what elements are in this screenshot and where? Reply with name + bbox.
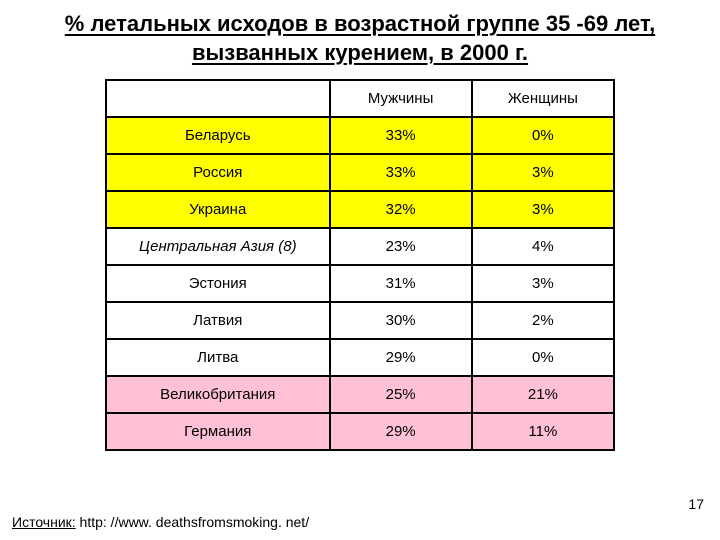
table-header-row: Мужчины Женщины — [106, 80, 614, 117]
col-blank — [106, 80, 330, 117]
row-women: 2% — [472, 302, 614, 339]
row-men: 30% — [330, 302, 472, 339]
row-men: 29% — [330, 413, 472, 450]
table-row: Россия33%3% — [106, 154, 614, 191]
row-men: 25% — [330, 376, 472, 413]
row-label: Латвия — [106, 302, 330, 339]
table-body: Беларусь33%0%Россия33%3%Украина32%3%Цент… — [106, 117, 614, 450]
row-label: Эстония — [106, 265, 330, 302]
row-women: 4% — [472, 228, 614, 265]
row-men: 31% — [330, 265, 472, 302]
page-number: 17 — [688, 496, 704, 512]
row-women: 3% — [472, 265, 614, 302]
row-men: 33% — [330, 117, 472, 154]
source-line: Источник: http: //www. deathsfromsmoking… — [12, 514, 309, 530]
row-women: 3% — [472, 154, 614, 191]
row-women: 3% — [472, 191, 614, 228]
table-row: Латвия30%2% — [106, 302, 614, 339]
source-text: http: //www. deathsfromsmoking. net/ — [80, 514, 310, 530]
col-men: Мужчины — [330, 80, 472, 117]
row-men: 23% — [330, 228, 472, 265]
row-label: Литва — [106, 339, 330, 376]
row-label: Украина — [106, 191, 330, 228]
row-label: Великобритания — [106, 376, 330, 413]
row-label: Беларусь — [106, 117, 330, 154]
row-men: 29% — [330, 339, 472, 376]
row-label: Россия — [106, 154, 330, 191]
table-row: Украина32%3% — [106, 191, 614, 228]
row-women: 21% — [472, 376, 614, 413]
table-row: Германия29%11% — [106, 413, 614, 450]
row-men: 32% — [330, 191, 472, 228]
row-label: Германия — [106, 413, 330, 450]
mortality-table: Мужчины Женщины Беларусь33%0%Россия33%3%… — [105, 79, 615, 451]
slide-title: % летальных исходов в возрастной группе … — [0, 0, 720, 71]
row-women: 0% — [472, 339, 614, 376]
source-label: Источник: — [12, 514, 76, 530]
table-row: Великобритания25%21% — [106, 376, 614, 413]
row-women: 11% — [472, 413, 614, 450]
row-label: Центральная Азия (8) — [106, 228, 330, 265]
row-men: 33% — [330, 154, 472, 191]
table-row: Эстония31%3% — [106, 265, 614, 302]
table-row: Беларусь33%0% — [106, 117, 614, 154]
table-row: Литва29%0% — [106, 339, 614, 376]
table-row: Центральная Азия (8)23%4% — [106, 228, 614, 265]
table-container: Мужчины Женщины Беларусь33%0%Россия33%3%… — [105, 79, 615, 451]
col-women: Женщины — [472, 80, 614, 117]
row-women: 0% — [472, 117, 614, 154]
